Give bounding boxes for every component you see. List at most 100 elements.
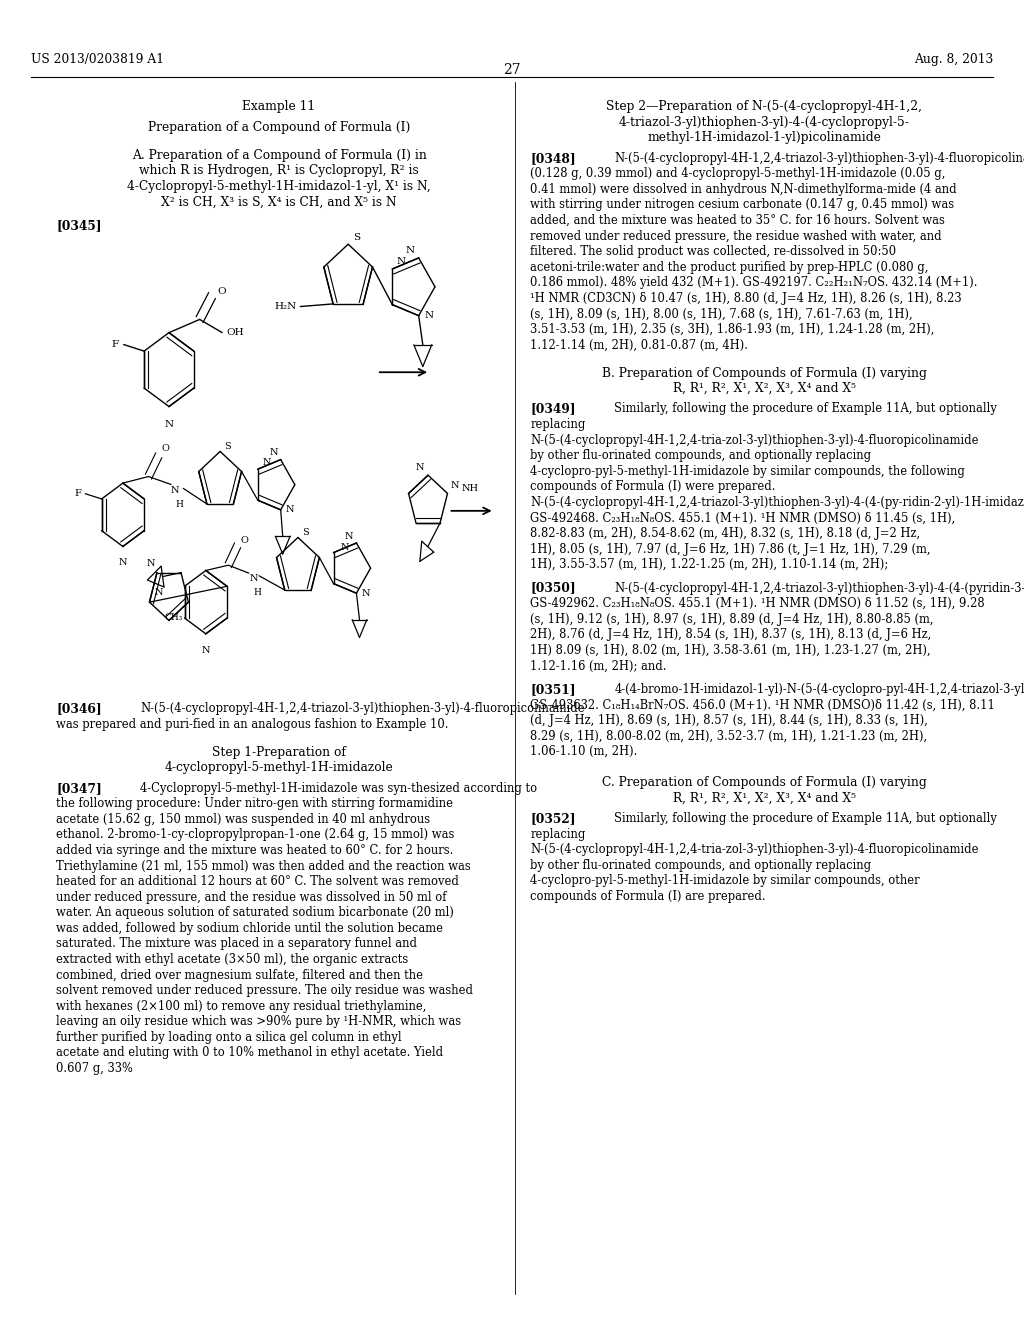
Text: N: N <box>263 458 271 467</box>
Text: OH: OH <box>226 329 244 337</box>
Text: combined, dried over magnesium sulfate, filtered and then the: combined, dried over magnesium sulfate, … <box>56 969 423 982</box>
Text: Step 2—Preparation of N-(5-(4-cyclopropyl-4H-1,2,: Step 2—Preparation of N-(5-(4-cyclopropy… <box>606 100 923 114</box>
Text: N: N <box>286 506 294 515</box>
Text: 8.29 (s, 1H), 8.00-8.02 (m, 2H), 3.52-3.7 (m, 1H), 1.21-1.23 (m, 2H),: 8.29 (s, 1H), 8.00-8.02 (m, 2H), 3.52-3.… <box>530 730 928 743</box>
Text: B. Preparation of Compounds of Formula (I) varying: B. Preparation of Compounds of Formula (… <box>602 367 927 380</box>
Text: extracted with ethyl acetate (3×50 ml), the organic extracts: extracted with ethyl acetate (3×50 ml), … <box>56 953 409 966</box>
Text: by other flu-orinated compounds, and optionally replacing: by other flu-orinated compounds, and opt… <box>530 859 871 873</box>
Text: added via syringe and the mixture was heated to 60° C. for 2 hours.: added via syringe and the mixture was he… <box>56 843 454 857</box>
Text: H: H <box>254 587 262 597</box>
Text: 27: 27 <box>503 63 521 78</box>
Text: (d, J=4 Hz, 1H), 8.69 (s, 1H), 8.57 (s, 1H), 8.44 (s, 1H), 8.33 (s, 1H),: (d, J=4 Hz, 1H), 8.69 (s, 1H), 8.57 (s, … <box>530 714 929 727</box>
Text: 4-Cyclopropyl-5-methyl-1H-imidazol-1-yl, X¹ is N,: 4-Cyclopropyl-5-methyl-1H-imidazol-1-yl,… <box>127 180 431 193</box>
Text: compounds of Formula (I) are prepared.: compounds of Formula (I) are prepared. <box>530 890 766 903</box>
Text: (s, 1H), 8.09 (s, 1H), 8.00 (s, 1H), 7.68 (s, 1H), 7.61-7.63 (m, 1H),: (s, 1H), 8.09 (s, 1H), 8.00 (s, 1H), 7.6… <box>530 308 913 321</box>
Text: filtered. The solid product was collected, re-dissolved in 50:50: filtered. The solid product was collecte… <box>530 246 897 259</box>
Text: N: N <box>406 246 415 255</box>
Text: Example 11: Example 11 <box>243 100 315 114</box>
Text: GS-492468. C₂₃H₁₈N₈OS. 455.1 (M+1). ¹H NMR (DMSO) δ 11.45 (s, 1H),: GS-492468. C₂₃H₁₈N₈OS. 455.1 (M+1). ¹H N… <box>530 512 955 524</box>
Text: 2H), 8.76 (d, J=4 Hz, 1H), 8.54 (s, 1H), 8.37 (s, 1H), 8.13 (d, J=6 Hz,: 2H), 8.76 (d, J=4 Hz, 1H), 8.54 (s, 1H),… <box>530 628 932 642</box>
Text: with hexanes (2×100 ml) to remove any residual triethylamine,: with hexanes (2×100 ml) to remove any re… <box>56 999 427 1012</box>
Text: the following procedure: Under nitro-gen with stirring formamidine: the following procedure: Under nitro-gen… <box>56 797 454 810</box>
Text: N: N <box>155 589 163 598</box>
Text: which R is Hydrogen, R¹ is Cyclopropyl, R² is: which R is Hydrogen, R¹ is Cyclopropyl, … <box>139 164 419 177</box>
Text: Step 1-Preparation of: Step 1-Preparation of <box>212 746 346 759</box>
Text: S: S <box>302 528 309 537</box>
Text: acetate and eluting with 0 to 10% methanol in ethyl acetate. Yield: acetate and eluting with 0 to 10% methan… <box>56 1047 443 1060</box>
Text: replacing: replacing <box>530 418 586 432</box>
Text: [0352]: [0352] <box>530 812 575 825</box>
Text: [0345]: [0345] <box>56 219 101 232</box>
Text: GS-492962. C₂₃H₁₈N₈OS. 455.1 (M+1). ¹H NMR (DMSO) δ 11.52 (s, 1H), 9.28: GS-492962. C₂₃H₁₈N₈OS. 455.1 (M+1). ¹H N… <box>530 597 985 610</box>
Text: Triethylamine (21 ml, 155 mmol) was then added and the reaction was: Triethylamine (21 ml, 155 mmol) was then… <box>56 859 471 873</box>
Text: (s, 1H), 9.12 (s, 1H), 8.97 (s, 1H), 8.89 (d, J=4 Hz, 1H), 8.80-8.85 (m,: (s, 1H), 9.12 (s, 1H), 8.97 (s, 1H), 8.8… <box>530 612 934 626</box>
Text: CH₃: CH₃ <box>165 612 183 622</box>
Text: N: N <box>416 463 424 471</box>
Text: 4-cyclopro-pyl-5-methyl-1H-imidazole by similar compounds, the following: 4-cyclopro-pyl-5-methyl-1H-imidazole by … <box>530 465 966 478</box>
Text: added, and the mixture was heated to 35° C. for 16 hours. Solvent was: added, and the mixture was heated to 35°… <box>530 214 945 227</box>
Text: compounds of Formula (I) were prepared.: compounds of Formula (I) were prepared. <box>530 480 776 494</box>
Text: A. Preparation of a Compound of Formula (I) in: A. Preparation of a Compound of Formula … <box>132 149 426 161</box>
Text: [0348]: [0348] <box>530 152 577 165</box>
Text: Similarly, following the procedure of Example 11A, but optionally: Similarly, following the procedure of Ex… <box>614 812 997 825</box>
Text: N-(5-(4-cyclopropyl-4H-1,2,4-triazol-3-yl)thiophen-3-yl)-4-(4-(pyridin-3-yl)-1H-: N-(5-(4-cyclopropyl-4H-1,2,4-triazol-3-y… <box>614 582 1024 594</box>
Text: N-(5-(4-cyclopropyl-4H-1,2,4-tria-zol-3-yl)thiophen-3-yl)-4-fluoropicolinamide: N-(5-(4-cyclopropyl-4H-1,2,4-tria-zol-3-… <box>530 843 979 857</box>
Text: N: N <box>396 256 406 265</box>
Text: 1H), 8.05 (s, 1H), 7.97 (d, J=6 Hz, 1H) 7.86 (t, J=1 Hz, 1H), 7.29 (m,: 1H), 8.05 (s, 1H), 7.97 (d, J=6 Hz, 1H) … <box>530 543 931 556</box>
Text: replacing: replacing <box>530 828 586 841</box>
Text: 8.82-8.83 (m, 2H), 8.54-8.62 (m, 4H), 8.32 (s, 1H), 8.18 (d, J=2 Hz,: 8.82-8.83 (m, 2H), 8.54-8.62 (m, 4H), 8.… <box>530 527 921 540</box>
Text: saturated. The mixture was placed in a separatory funnel and: saturated. The mixture was placed in a s… <box>56 937 418 950</box>
Text: R, R¹, R², X¹, X², X³, X⁴ and X⁵: R, R¹, R², X¹, X², X³, X⁴ and X⁵ <box>673 792 856 805</box>
Text: leaving an oily residue which was >90% pure by ¹H-NMR, which was: leaving an oily residue which was >90% p… <box>56 1015 462 1028</box>
Text: [0346]: [0346] <box>56 702 102 715</box>
Text: N-(5-(4-cyclopropyl-4H-1,2,4-tria-zol-3-yl)thiophen-3-yl)-4-fluoropicolinamide: N-(5-(4-cyclopropyl-4H-1,2,4-tria-zol-3-… <box>530 434 979 446</box>
Text: X² is CH, X³ is S, X⁴ is CH, and X⁵ is N: X² is CH, X³ is S, X⁴ is CH, and X⁵ is N <box>161 195 397 209</box>
Text: water. An aqueous solution of saturated sodium bicarbonate (20 ml): water. An aqueous solution of saturated … <box>56 907 455 919</box>
Text: [0347]: [0347] <box>56 781 102 795</box>
Text: removed under reduced pressure, the residue washed with water, and: removed under reduced pressure, the resi… <box>530 230 942 243</box>
Text: US 2013/0203819 A1: US 2013/0203819 A1 <box>31 53 164 66</box>
Text: under reduced pressure, and the residue was dissolved in 50 ml of: under reduced pressure, and the residue … <box>56 891 446 904</box>
Text: was added, followed by sodium chloride until the solution became: was added, followed by sodium chloride u… <box>56 921 443 935</box>
Text: ¹H NMR (CD3CN) δ 10.47 (s, 1H), 8.80 (d, J=4 Hz, 1H), 8.26 (s, 1H), 8.23: ¹H NMR (CD3CN) δ 10.47 (s, 1H), 8.80 (d,… <box>530 292 963 305</box>
Text: F: F <box>75 490 82 498</box>
Text: N: N <box>269 449 278 458</box>
Text: R, R¹, R², X¹, X², X³, X⁴ and X⁵: R, R¹, R², X¹, X², X³, X⁴ and X⁵ <box>673 383 856 395</box>
Text: Aug. 8, 2013: Aug. 8, 2013 <box>914 53 993 66</box>
Text: 1.12-1.16 (m, 2H); and.: 1.12-1.16 (m, 2H); and. <box>530 660 667 672</box>
Text: was prepared and puri-fied in an analogous fashion to Example 10.: was prepared and puri-fied in an analogo… <box>56 718 449 731</box>
Text: solvent removed under reduced pressure. The oily residue was washed: solvent removed under reduced pressure. … <box>56 985 473 997</box>
Text: C. Preparation of Compounds of Formula (I) varying: C. Preparation of Compounds of Formula (… <box>602 776 927 789</box>
Text: N: N <box>119 558 127 568</box>
Text: N-(5-(4-cyclopropyl-4H-1,2,4-triazol-3-yl)thiophen-3-yl)-4-(4-(py-ridin-2-yl)-1H: N-(5-(4-cyclopropyl-4H-1,2,4-triazol-3-y… <box>530 496 1024 510</box>
Text: N: N <box>202 645 210 655</box>
Text: [0351]: [0351] <box>530 682 575 696</box>
Text: N-(5-(4-cyclopropyl-4H-1,2,4-triazol-3-yl)thiophen-3-yl)-4-fluoropicolinamide: N-(5-(4-cyclopropyl-4H-1,2,4-triazol-3-y… <box>614 152 1024 165</box>
Text: 1.12-1.14 (m, 2H), 0.81-0.87 (m, 4H).: 1.12-1.14 (m, 2H), 0.81-0.87 (m, 4H). <box>530 339 749 351</box>
Text: F: F <box>112 341 119 348</box>
Text: 1.06-1.10 (m, 2H).: 1.06-1.10 (m, 2H). <box>530 746 638 758</box>
Text: [0350]: [0350] <box>530 582 577 594</box>
Text: O: O <box>162 445 170 453</box>
Text: H₂N: H₂N <box>274 302 296 312</box>
Text: with stirring under nitrogen cesium carbonate (0.147 g, 0.45 mmol) was: with stirring under nitrogen cesium carb… <box>530 198 954 211</box>
Text: 0.186 mmol). 48% yield 432 (M+1). GS-492197. C₂₂H₂₁N₇OS. 432.14 (M+1).: 0.186 mmol). 48% yield 432 (M+1). GS-492… <box>530 276 978 289</box>
Text: N-(5-(4-cyclopropyl-4H-1,2,4-triazol-3-yl)thiophen-3-yl)-4-fluoropicolinamide: N-(5-(4-cyclopropyl-4H-1,2,4-triazol-3-y… <box>140 702 585 715</box>
Text: 4-triazol-3-yl)thiophen-3-yl)-4-(4-cyclopropyl-5-: 4-triazol-3-yl)thiophen-3-yl)-4-(4-cyclo… <box>618 116 910 129</box>
Text: 3.51-3.53 (m, 1H), 2.35 (s, 3H), 1.86-1.93 (m, 1H), 1.24-1.28 (m, 2H),: 3.51-3.53 (m, 1H), 2.35 (s, 3H), 1.86-1.… <box>530 323 935 337</box>
Text: (0.128 g, 0.39 mmol) and 4-cyclopropyl-5-methyl-1H-imidazole (0.05 g,: (0.128 g, 0.39 mmol) and 4-cyclopropyl-5… <box>530 168 946 181</box>
Text: N: N <box>341 543 349 552</box>
Text: S: S <box>224 442 231 450</box>
Text: heated for an additional 12 hours at 60° C. The solvent was removed: heated for an additional 12 hours at 60°… <box>56 875 459 888</box>
Text: 4-cyclopropyl-5-methyl-1H-imidazole: 4-cyclopropyl-5-methyl-1H-imidazole <box>165 762 393 775</box>
Text: [0349]: [0349] <box>530 403 575 416</box>
Text: N: N <box>146 558 155 568</box>
Text: N: N <box>171 486 179 495</box>
Text: N: N <box>250 574 258 583</box>
Text: methyl-1H-imidazol-1-yl)picolinamide: methyl-1H-imidazol-1-yl)picolinamide <box>647 132 882 144</box>
Text: N: N <box>425 312 434 321</box>
Text: 0.41 mmol) were dissolved in anhydrous N,N-dimethylforma-mide (4 and: 0.41 mmol) were dissolved in anhydrous N… <box>530 183 957 195</box>
Text: 4-Cyclopropyl-5-methyl-1H-imidazole was syn-thesized according to: 4-Cyclopropyl-5-methyl-1H-imidazole was … <box>140 781 538 795</box>
Text: further purified by loading onto a silica gel column in ethyl: further purified by loading onto a silic… <box>56 1031 402 1044</box>
Text: acetate (15.62 g, 150 mmol) was suspended in 40 ml anhydrous: acetate (15.62 g, 150 mmol) was suspende… <box>56 813 430 826</box>
